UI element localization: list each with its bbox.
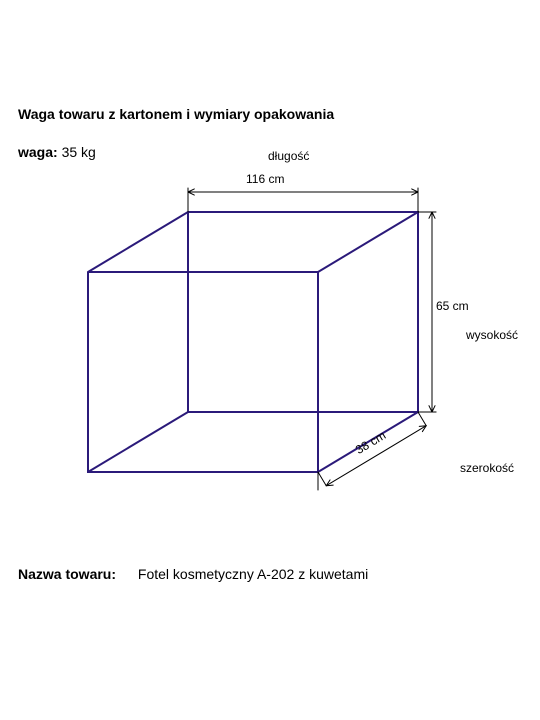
length-label: długość bbox=[268, 149, 309, 163]
page-title: Waga towaru z kartonem i wymiary opakowa… bbox=[18, 106, 522, 122]
width-label: szerokość bbox=[460, 461, 514, 475]
product-label: Nazwa towaru: bbox=[18, 566, 116, 582]
length-value: 116 cm bbox=[246, 172, 284, 186]
height-value: 65 cm bbox=[436, 299, 469, 313]
box-diagram: długość 116 cm 65 cm wysokość 38 cm szer… bbox=[18, 142, 522, 542]
product-value: Fotel kosmetyczny A-202 z kuwetami bbox=[138, 566, 368, 582]
height-label: wysokość bbox=[466, 328, 518, 342]
product-row: Nazwa towaru: Fotel kosmetyczny A-202 z … bbox=[18, 566, 522, 582]
